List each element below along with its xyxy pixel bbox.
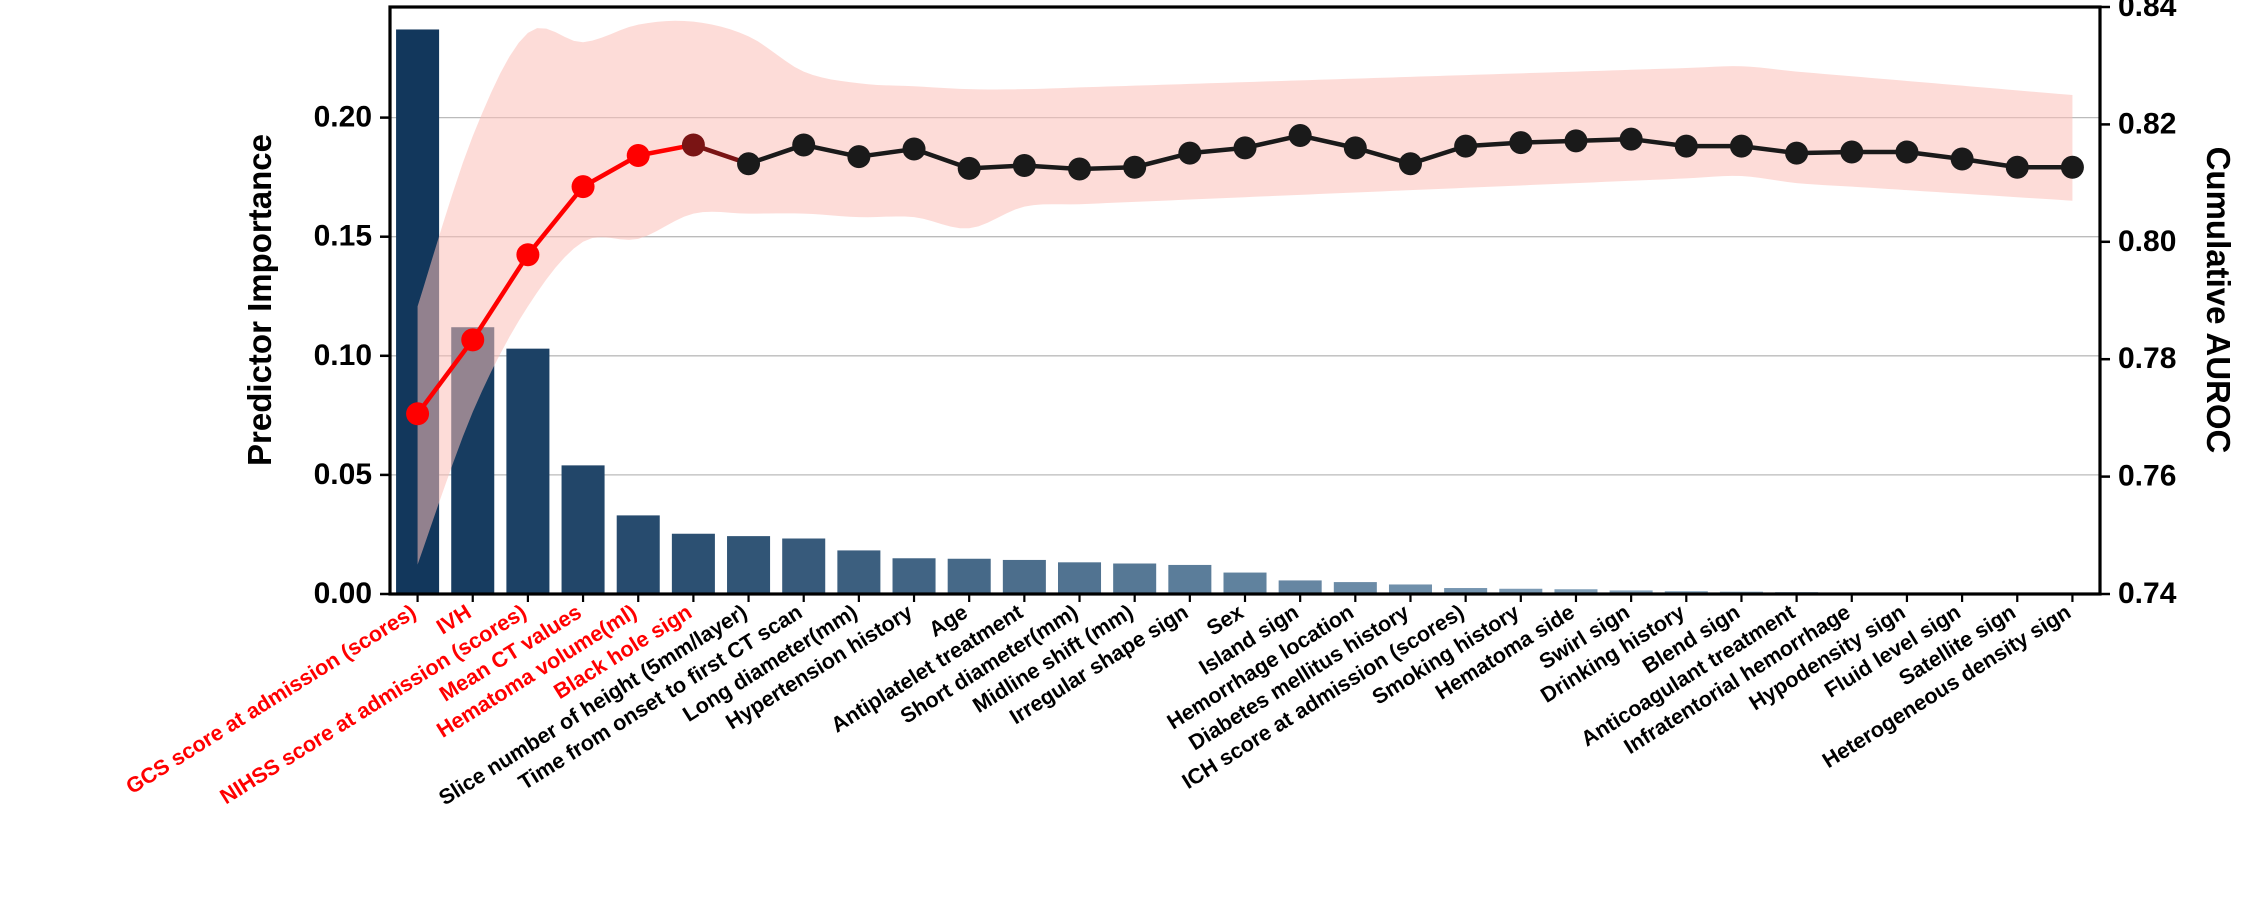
svg-text:0.05: 0.05 (314, 458, 372, 491)
svg-text:0.82: 0.82 (2118, 107, 2176, 140)
svg-text:0.00: 0.00 (314, 577, 372, 610)
svg-text:0.20: 0.20 (314, 101, 372, 134)
svg-text:0.74: 0.74 (2118, 577, 2177, 610)
svg-text:0.84: 0.84 (2118, 0, 2177, 23)
svg-text:0.15: 0.15 (314, 220, 372, 253)
svg-text:Cumulative AUROC: Cumulative AUROC (2200, 147, 2237, 454)
svg-text:0.78: 0.78 (2118, 342, 2176, 375)
svg-text:Predictor Importance: Predictor Importance (241, 134, 278, 466)
svg-text:0.80: 0.80 (2118, 225, 2176, 258)
svg-text:0.76: 0.76 (2118, 460, 2176, 493)
svg-text:0.10: 0.10 (314, 339, 372, 372)
